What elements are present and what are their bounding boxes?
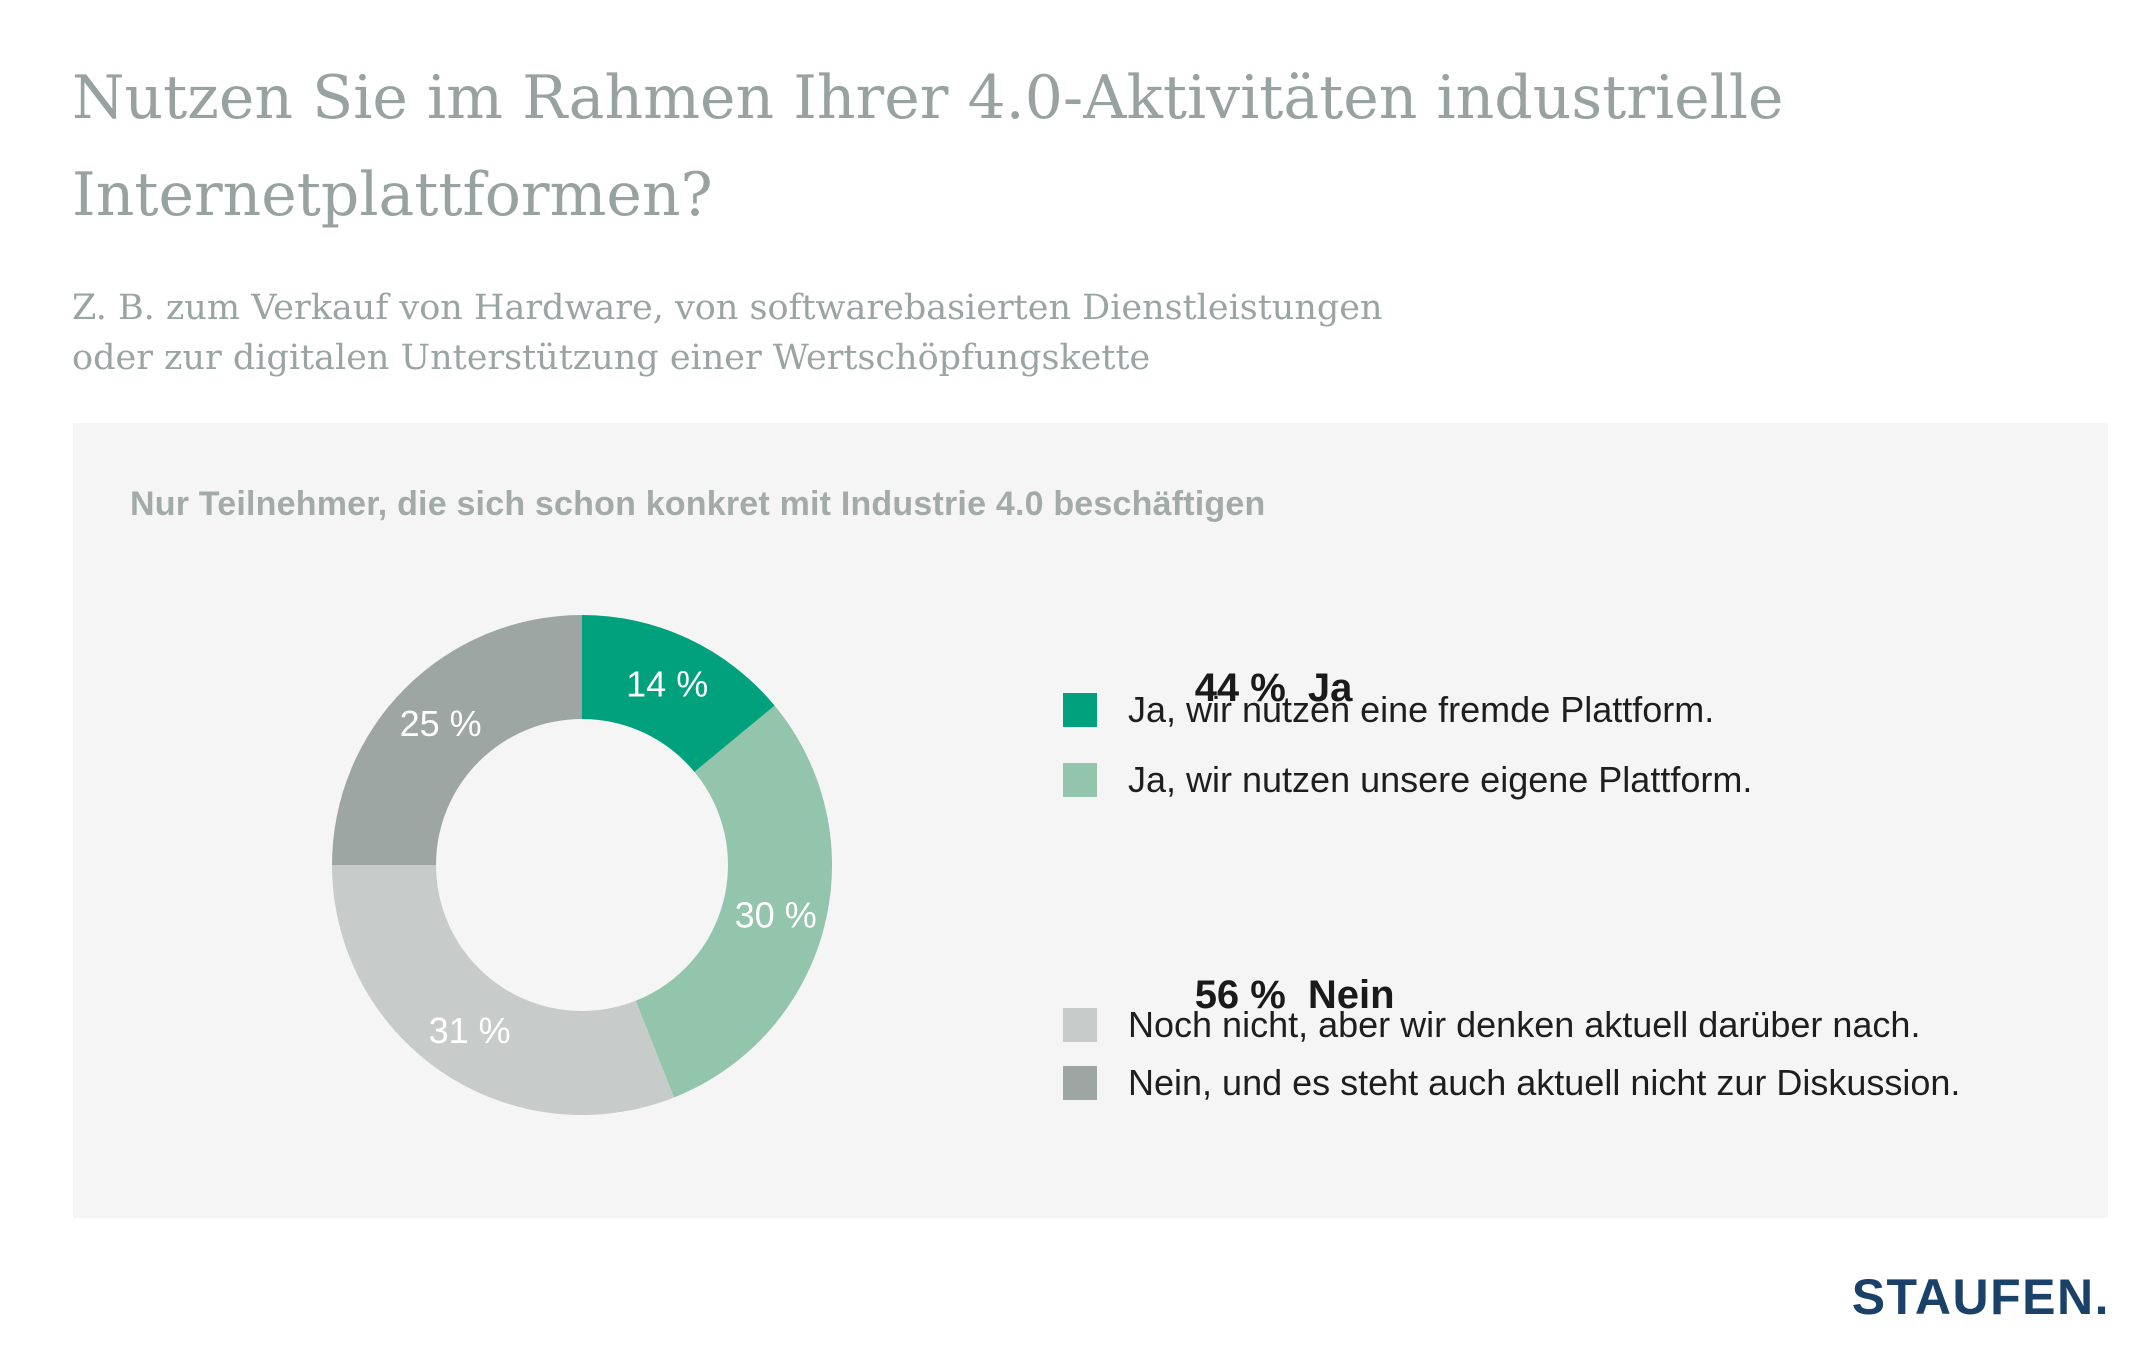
legend-header-ja: 44 % Ja — [1128, 621, 1353, 756]
donut-segment-label: 25 % — [400, 703, 482, 744]
page-subtitle-line-1: Z. B. zum Verkauf von Hardware, von soft… — [72, 288, 1383, 328]
donut-segment-label: 31 % — [429, 1010, 511, 1051]
donut-segment-label: 14 % — [626, 664, 708, 705]
teal-swatch-icon — [1063, 693, 1097, 727]
page-title-line-1: Nutzen Sie im Rahmen Ihrer 4.0-Aktivität… — [72, 63, 1784, 133]
lightgray-swatch-icon — [1063, 1008, 1097, 1042]
legend-item-label: Nein, und es steht auch aktuell nicht zu… — [1128, 1062, 1961, 1103]
donut-segment-14 — [582, 615, 775, 772]
panel-heading: Nur Teilnehmer, die sich schon konkret m… — [130, 485, 1266, 523]
legend-ja-percent: 44 % — [1194, 666, 1286, 710]
donut-segment-25 — [332, 615, 582, 865]
chart-panel: Nur Teilnehmer, die sich schon konkret m… — [73, 423, 2108, 1218]
green-swatch-icon — [1063, 763, 1097, 797]
midgray-swatch-icon — [1063, 1066, 1097, 1100]
legend-item-noch-nicht: Noch nicht, aber wir denken aktuell darü… — [1063, 1003, 1920, 1047]
donut-segment-30 — [635, 705, 832, 1098]
page-subtitle-line-2: oder zur digitalen Unterstützung einer W… — [72, 338, 1151, 378]
legend-item-eigene-plattform: Ja, wir nutzen unsere eigene Plattform. — [1063, 758, 1752, 802]
page-subtitle: Z. B. zum Verkauf von Hardware, von soft… — [72, 283, 1383, 383]
legend-item-label: Ja, wir nutzen unsere eigene Plattform. — [1128, 759, 1753, 800]
legend-nein-percent: 56 % — [1194, 973, 1286, 1017]
page-title-line-2: Internetplattformen? — [72, 160, 713, 230]
legend-ja-word: Ja — [1307, 666, 1353, 710]
legend-item-fremde-plattform: Ja, wir nutzen eine fremde Plattform. — [1063, 688, 1714, 732]
legend-nein-word: Nein — [1307, 973, 1395, 1017]
legend-header-nein: 56 % Nein — [1128, 928, 1395, 1063]
staufen-logo: STAUFEN. — [1851, 1269, 2110, 1325]
page-title: Nutzen Sie im Rahmen Ihrer 4.0-Aktivität… — [72, 50, 1784, 244]
legend-item-label: Ja, wir nutzen eine fremde Plattform. — [1128, 689, 1715, 730]
donut-chart: 14 % 30 % 31 % 25 % — [332, 615, 832, 1115]
donut-segment-31 — [332, 865, 675, 1115]
legend-item-label: Noch nicht, aber wir denken aktuell darü… — [1128, 1004, 1921, 1045]
donut-segment-label: 30 % — [735, 894, 817, 935]
legend-item-keine-diskussion: Nein, und es steht auch aktuell nicht zu… — [1063, 1061, 1960, 1105]
